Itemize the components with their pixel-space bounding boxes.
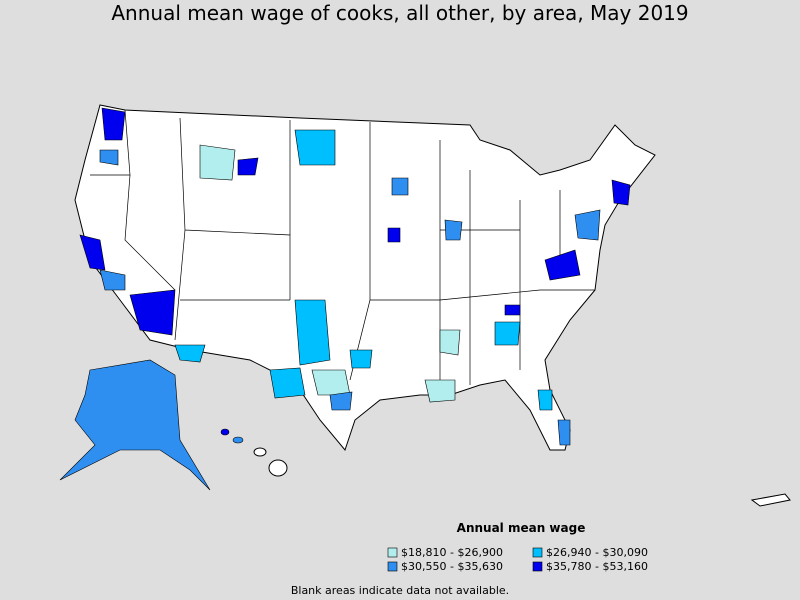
wage-area (294, 299, 331, 366)
wage-area (439, 329, 461, 356)
legend-label: $30,550 - $35,630 (401, 560, 503, 573)
legend-swatch (387, 561, 398, 572)
map (59, 104, 791, 507)
wage-area (611, 179, 631, 206)
wage-area (294, 129, 336, 166)
island (268, 459, 288, 477)
legend-label: $18,810 - $26,900 (401, 546, 503, 559)
legend-swatch (532, 561, 543, 572)
wage-area (574, 209, 601, 241)
wage-area (99, 269, 126, 291)
wage-area (311, 369, 351, 396)
wage-area (269, 367, 306, 399)
wage-area (391, 177, 409, 196)
wage-area (199, 144, 236, 181)
legend-label: $35,780 - $53,160 (546, 560, 648, 573)
wage-area (537, 389, 553, 411)
wage-area (232, 436, 244, 444)
legend-swatch (532, 547, 543, 558)
legend-title: Annual mean wage (457, 521, 586, 535)
hawaii (220, 428, 288, 477)
puerto-rico (750, 493, 791, 507)
wage-area (129, 289, 176, 336)
legend-swatch (387, 547, 398, 558)
wage-area (99, 149, 119, 166)
wage-area (544, 249, 581, 281)
wage-area (504, 304, 521, 316)
wage-area (237, 157, 259, 176)
island (253, 447, 267, 457)
alaska (59, 359, 211, 491)
legend: Annual mean wage $18,810 - $26,900 $26,94… (387, 521, 648, 573)
wage-area (79, 234, 106, 271)
wage-area (424, 379, 456, 403)
data-areas (79, 107, 631, 446)
wage-area (349, 349, 373, 369)
contiguous-us (74, 104, 656, 452)
wage-area (329, 391, 353, 411)
title: Annual mean wage of cooks, all other, by… (111, 1, 688, 25)
wage-area (174, 344, 206, 363)
wage-area (444, 219, 463, 241)
wage-area (101, 107, 126, 141)
wage-area (494, 321, 521, 346)
wage-area (387, 227, 401, 243)
wage-area (557, 419, 571, 446)
legend-label: $26,940 - $30,090 (546, 546, 648, 559)
wage-area (220, 428, 230, 436)
note: Blank areas indicate data not available. (291, 584, 509, 597)
